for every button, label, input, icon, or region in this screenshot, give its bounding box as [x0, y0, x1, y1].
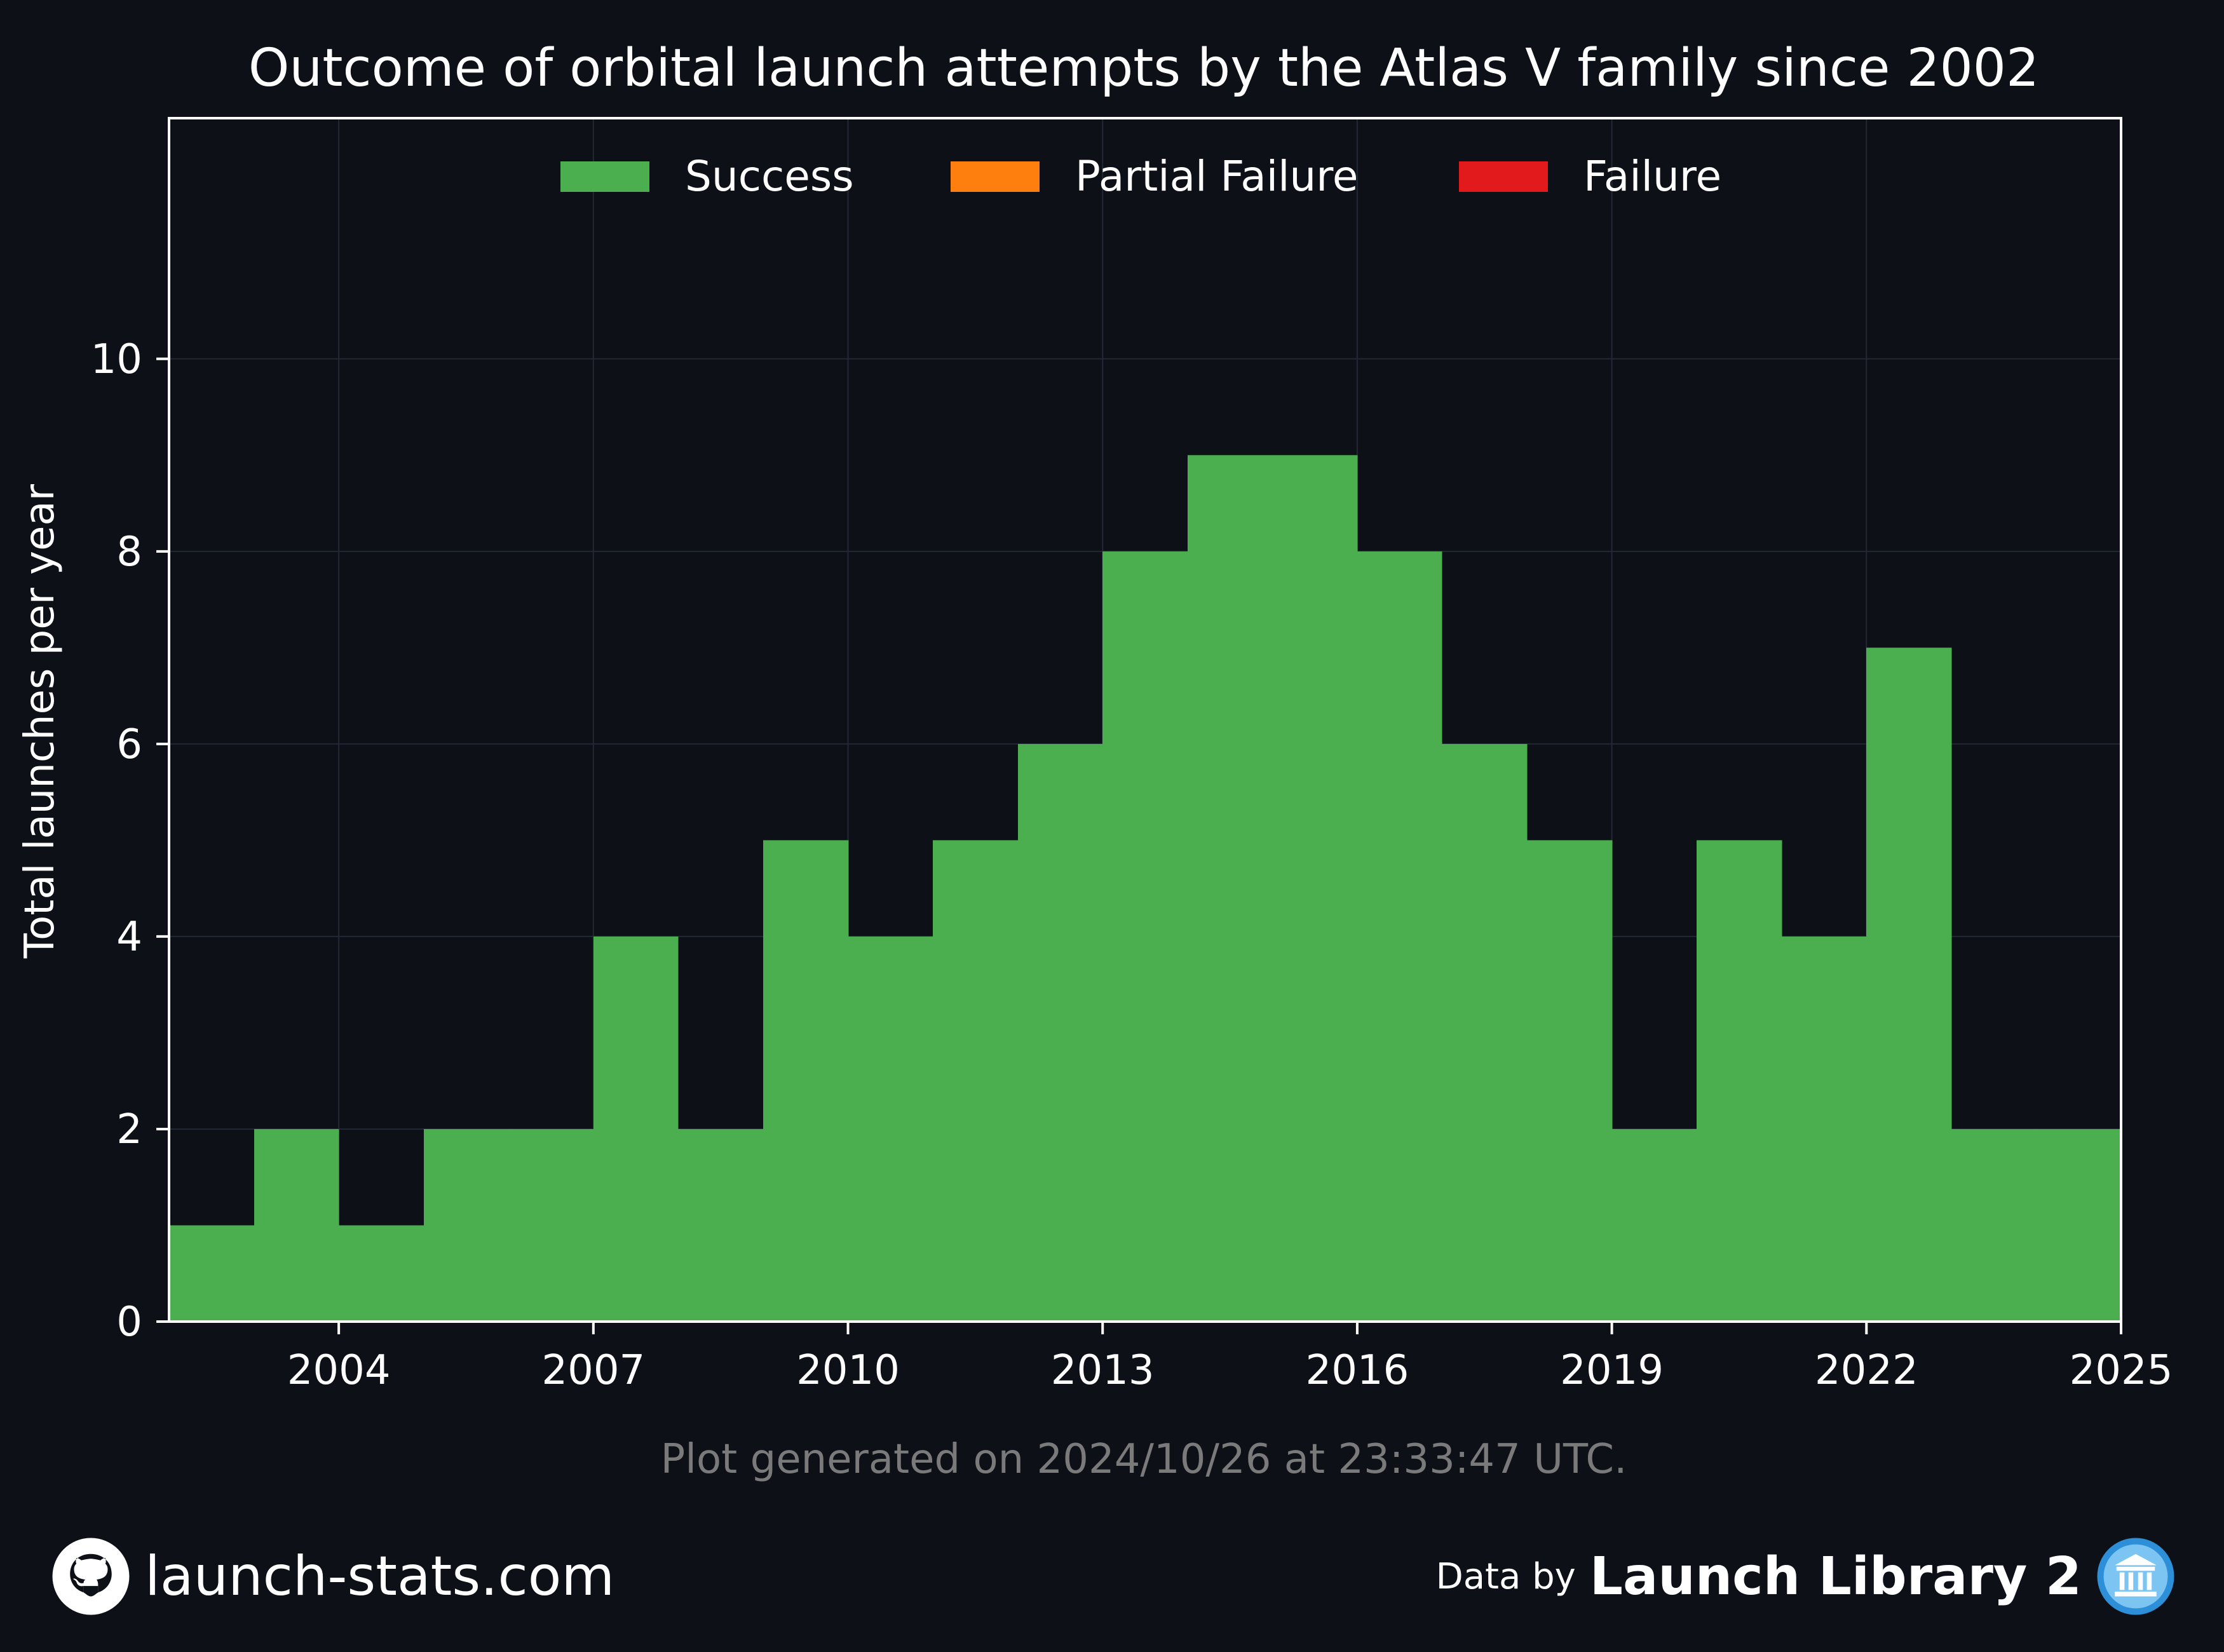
bar-success-2004 [339, 1225, 424, 1322]
bar-success-2009 [763, 840, 849, 1322]
y-tick-label: 2 [116, 1106, 142, 1153]
legend-swatch-success [560, 161, 649, 192]
bar-success-2014 [1188, 455, 1273, 1322]
source-label: Launch Library 2 [1589, 1546, 2082, 1607]
x-tick-label: 2007 [541, 1347, 645, 1394]
x-tick-label: 2019 [1560, 1347, 1664, 1394]
bar-success-2017 [1442, 743, 1528, 1322]
bar-success-2020 [1697, 840, 1782, 1322]
bar-success-2002 [169, 1225, 255, 1322]
bar-success-2008 [678, 1128, 764, 1322]
x-tick-label: 2016 [1305, 1347, 1409, 1394]
x-tick-label: 2010 [796, 1347, 900, 1394]
bar-success-2010 [848, 936, 933, 1322]
y-tick-label: 0 [116, 1299, 142, 1346]
bar-success-2003 [254, 1128, 339, 1322]
bar-success-2012 [1018, 743, 1103, 1322]
footer-site[interactable]: launch-stats.com [51, 1536, 614, 1616]
data-by-label: Data by [1435, 1555, 1576, 1597]
y-axis-label: Total launches per year [17, 484, 64, 959]
bar-success-2022 [1866, 647, 1952, 1322]
library-icon [2097, 1538, 2174, 1615]
legend-swatch-failure [1459, 161, 1548, 192]
plot-frame [168, 117, 2122, 1323]
footer-site-label: launch-stats.com [145, 1545, 615, 1608]
y-tick-label: 4 [116, 914, 142, 961]
bar-success-2023 [1951, 1128, 2037, 1322]
x-tick-label: 2025 [2070, 1347, 2173, 1394]
generated-note: Plot generated on 2024/10/26 at 23:33:47… [661, 1436, 1627, 1483]
github-icon [52, 1538, 130, 1615]
x-tick-label: 2004 [287, 1347, 391, 1394]
x-tick-label: 2022 [1815, 1347, 1918, 1394]
bar-success-2018 [1527, 840, 1613, 1322]
bar-success-2021 [1782, 936, 1867, 1322]
y-tick-label: 8 [116, 529, 142, 576]
legend-swatch-partial-failure [951, 161, 1040, 192]
legend: Success Partial Failure Failure [560, 152, 1721, 201]
x-tick-label: 2013 [1051, 1347, 1155, 1394]
y-tick-label: 10 [91, 336, 142, 383]
bar-success-2006 [508, 1128, 594, 1322]
bar-success-2013 [1102, 551, 1188, 1322]
bar-success-2011 [933, 840, 1019, 1322]
bar-success-2024 [2036, 1128, 2122, 1322]
bar-success-2015 [1272, 455, 1358, 1322]
legend-label: Success [685, 152, 854, 201]
chart-title: Outcome of orbital launch attempts by th… [248, 38, 2039, 98]
legend-label: Partial Failure [1075, 152, 1359, 201]
y-tick-label: 6 [116, 721, 142, 768]
bar-success-2005 [424, 1128, 509, 1322]
bar-success-2016 [1357, 551, 1442, 1322]
legend-label: Failure [1583, 152, 1721, 201]
footer-source[interactable]: Data by Launch Library 2 [1436, 1536, 2176, 1616]
bar-success-2007 [593, 936, 679, 1322]
bar-success-2019 [1612, 1128, 1697, 1322]
